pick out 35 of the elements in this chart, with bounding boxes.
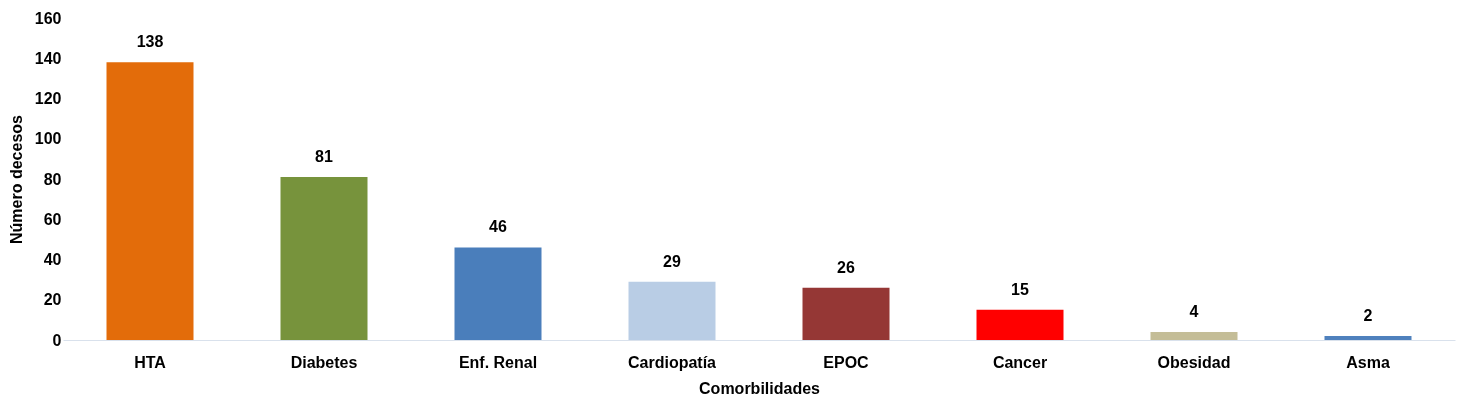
x-tick-label: Diabetes	[290, 353, 358, 371]
y-tick-label: 0	[52, 331, 62, 349]
y-tick-label: 60	[43, 210, 62, 228]
y-tick-label: 140	[34, 49, 62, 67]
x-tick-label: Asma	[1346, 353, 1390, 371]
y-tick-label: 20	[43, 291, 62, 309]
data-label: 2	[1363, 306, 1373, 324]
x-tick-label: Cancer	[992, 353, 1048, 371]
bar	[628, 281, 716, 340]
bar	[1150, 331, 1238, 340]
x-tick-label: Cardiopatía	[627, 353, 717, 371]
x-axis-title: Comorbilidades	[699, 379, 821, 397]
bar	[106, 62, 194, 340]
y-tick-label: 160	[34, 9, 62, 27]
data-label: 138	[136, 33, 164, 51]
data-label: 46	[489, 218, 507, 236]
data-label: 26	[837, 258, 855, 276]
x-tick-label: Obesidad	[1157, 353, 1231, 371]
bar	[1324, 335, 1412, 340]
y-tick-label: 40	[43, 251, 62, 268]
data-label: 29	[663, 252, 681, 270]
x-tick-label: HTA	[134, 353, 167, 371]
data-label: 81	[315, 147, 333, 165]
data-label: 4	[1189, 302, 1199, 320]
bar	[802, 287, 890, 340]
x-tick-label: Enf. Renal	[458, 353, 538, 371]
y-tick-label: 100	[34, 130, 62, 148]
data-label: 15	[1011, 280, 1029, 298]
y-axis-title: Número decesos	[7, 114, 25, 244]
bar	[454, 247, 542, 340]
x-tick-label: EPOC	[823, 353, 870, 371]
bar	[280, 176, 368, 340]
y-tick-label: 80	[43, 170, 62, 188]
y-tick-label: 120	[34, 90, 62, 107]
bar	[976, 309, 1064, 340]
